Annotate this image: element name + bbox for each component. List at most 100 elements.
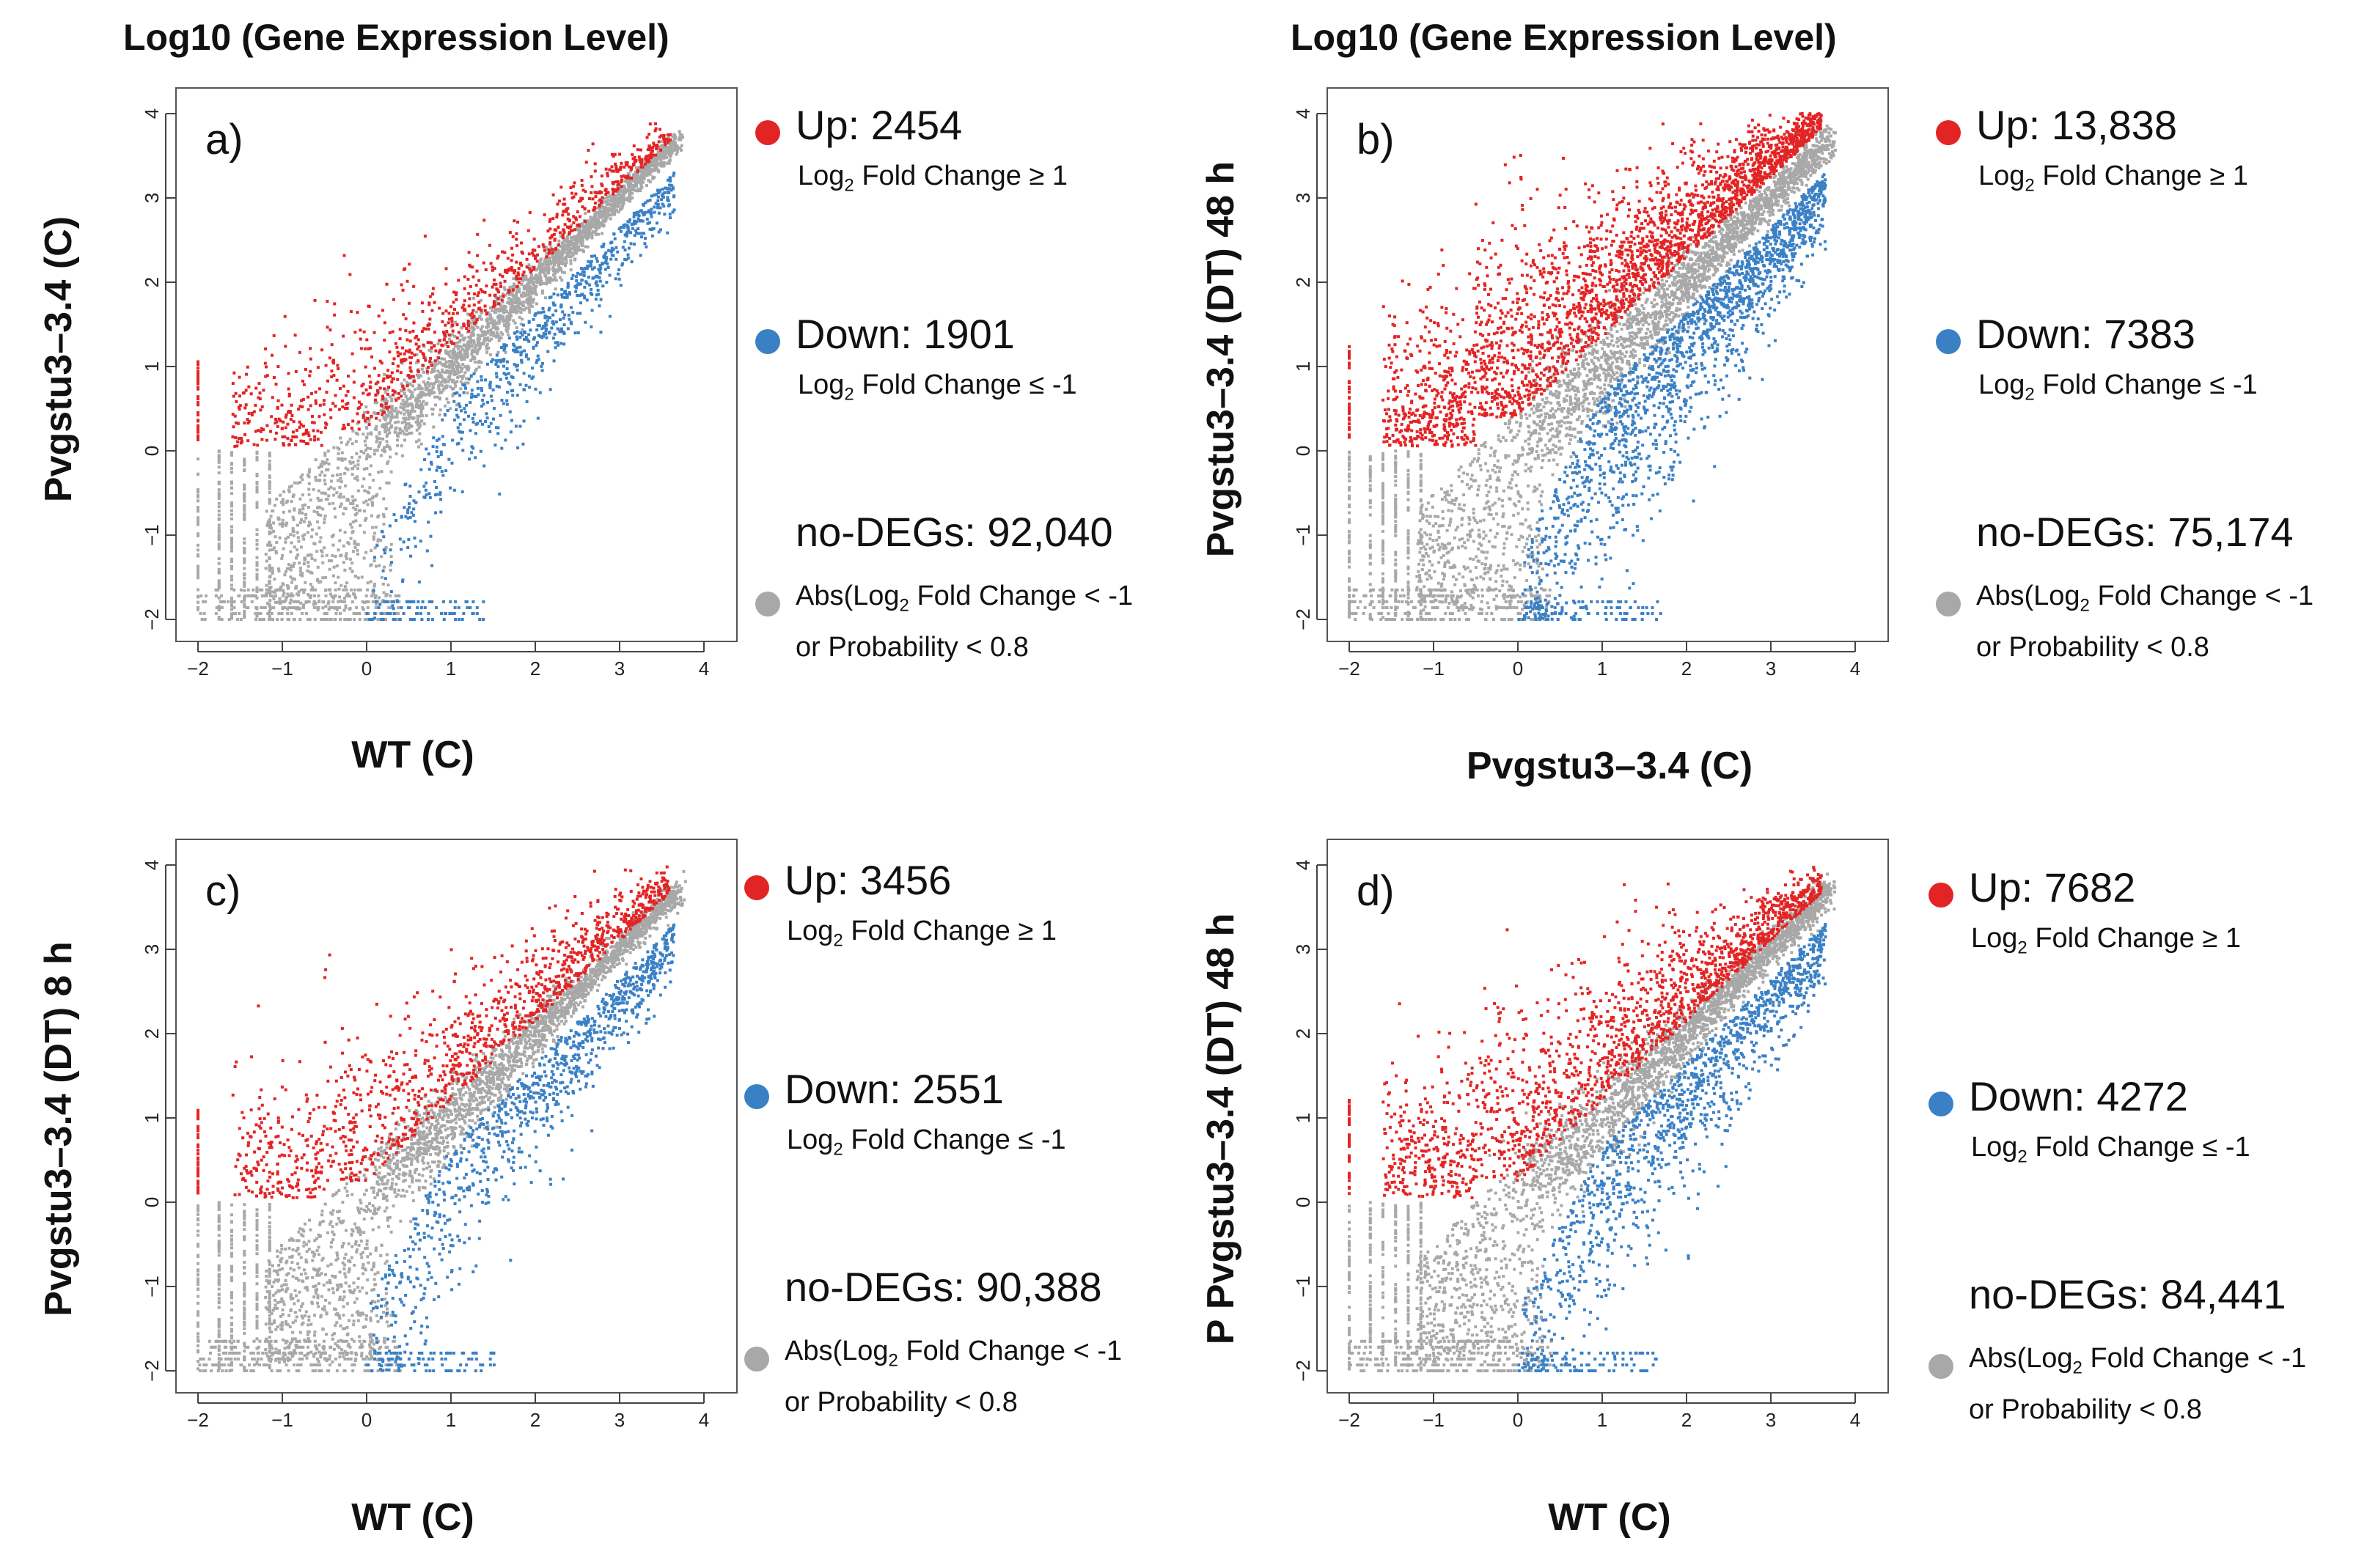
data-point (307, 593, 310, 597)
data-point (304, 611, 308, 615)
data-point (455, 391, 459, 394)
data-point (623, 223, 627, 227)
data-point (614, 188, 617, 191)
data-point (403, 432, 406, 435)
data-point (288, 410, 292, 413)
data-point (548, 251, 551, 254)
data-point (255, 482, 259, 486)
data-point (580, 243, 584, 246)
data-point (217, 526, 221, 530)
data-point (554, 268, 558, 271)
data-point (405, 279, 409, 283)
data-point (197, 567, 199, 571)
data-point (616, 186, 620, 190)
data-point (468, 340, 471, 344)
data-point (387, 411, 391, 414)
data-point (653, 210, 656, 214)
data-point (593, 254, 597, 258)
data-point (303, 533, 307, 537)
data-point (493, 308, 497, 312)
data-point (449, 369, 453, 373)
data-point (668, 142, 672, 146)
data-point (556, 293, 559, 297)
data-point (635, 210, 639, 214)
data-point (466, 368, 470, 372)
data-point (471, 315, 474, 319)
data-point (328, 618, 331, 621)
legend-rule: Log2 Fold Change ≤ -1 (798, 364, 1077, 416)
data-point (334, 594, 337, 597)
legend-rule: Log2 Fold Change ≥ 1 (798, 155, 1068, 207)
data-point (197, 487, 199, 491)
data-point (515, 292, 518, 295)
data-point (569, 262, 573, 265)
data-point (443, 332, 447, 336)
data-point (548, 281, 551, 284)
data-point (678, 130, 681, 133)
data-point (453, 345, 457, 348)
data-point (513, 271, 516, 275)
data-point (620, 178, 623, 182)
data-point (617, 268, 621, 272)
data-point (321, 460, 325, 464)
data-point (558, 330, 562, 334)
data-point (358, 455, 362, 459)
data-point (294, 443, 298, 446)
data-point (480, 405, 484, 408)
data-point (499, 345, 503, 349)
data-point (286, 436, 290, 440)
data-point (610, 169, 614, 173)
data-point (459, 366, 463, 369)
data-point (443, 380, 447, 384)
data-point (394, 391, 397, 395)
data-point (515, 278, 518, 281)
data-point (441, 320, 444, 323)
data-point (255, 528, 259, 531)
data-point (324, 364, 328, 367)
data-point (614, 167, 618, 171)
data-point (402, 358, 405, 361)
data-point (366, 411, 370, 414)
data-point (533, 289, 537, 292)
data-point (619, 165, 623, 169)
data-point (385, 374, 389, 378)
data-point (469, 334, 473, 338)
data-point (409, 410, 413, 413)
data-point (468, 297, 471, 301)
data-point (595, 260, 599, 263)
data-point (591, 142, 595, 146)
data-point (312, 588, 316, 592)
data-point (579, 223, 583, 227)
data-point (441, 331, 445, 334)
data-point (421, 414, 425, 418)
data-point (497, 334, 501, 338)
data-point (498, 492, 502, 496)
data-point (455, 345, 459, 348)
data-point (632, 163, 636, 166)
data-point (427, 468, 431, 471)
data-point (376, 380, 380, 384)
data-point (478, 314, 482, 318)
data-point (417, 374, 421, 378)
data-point (369, 447, 373, 451)
data-point (268, 487, 271, 490)
data-point (467, 343, 471, 347)
data-point (496, 350, 500, 354)
data-point (254, 403, 257, 407)
data-point (273, 577, 276, 581)
data-point (392, 513, 396, 517)
data-point (400, 548, 403, 551)
data-point (232, 425, 235, 429)
data-point (436, 369, 440, 373)
data-point (516, 273, 520, 277)
data-point (493, 293, 496, 297)
data-point (331, 402, 335, 405)
data-point (515, 238, 518, 241)
data-point (640, 179, 644, 183)
data-point (629, 231, 633, 235)
data-point (516, 446, 520, 449)
data-point (312, 421, 316, 424)
data-point (197, 376, 199, 380)
data-point (519, 241, 523, 245)
data-point (535, 358, 539, 362)
